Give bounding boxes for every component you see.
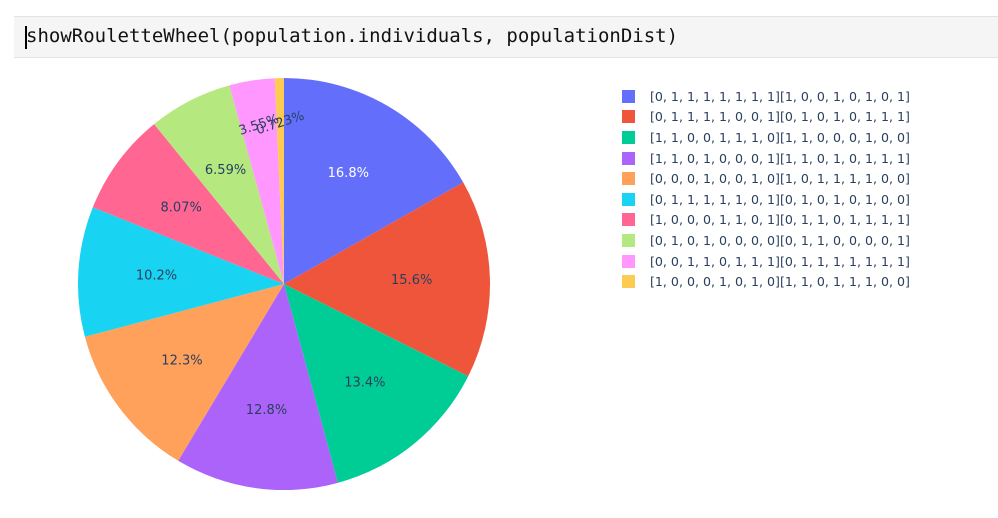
pie-slice-6[interactable] [78,207,285,337]
pie-slice-2[interactable] [284,182,490,377]
chart-legend: [0, 1, 1, 1, 1, 1, 1, 1][1, 0, 0, 1, 0, … [622,86,910,292]
legend-item-3[interactable]: [1, 1, 0, 0, 1, 1, 1, 0][1, 1, 0, 0, 0, … [622,127,910,148]
legend-swatch [622,172,635,186]
legend-item-10[interactable]: [1, 0, 0, 0, 1, 0, 1, 0][1, 1, 0, 1, 1, … [622,271,910,292]
pie-label-8: 6.59% [205,163,246,178]
text-cursor [25,26,27,49]
legend-label: [1, 0, 0, 0, 1, 0, 1, 0][1, 1, 0, 1, 1, … [650,274,910,290]
legend-item-7[interactable]: [1, 0, 0, 0, 1, 1, 0, 1][0, 1, 1, 0, 1, … [622,210,910,231]
legend-label: [1, 1, 0, 0, 1, 1, 1, 0][1, 1, 0, 0, 0, … [650,129,910,145]
legend-label: [0, 1, 0, 1, 0, 0, 0, 0][0, 1, 1, 0, 0, … [650,232,910,248]
pie-label-2: 15.6% [391,273,432,288]
legend-label: [0, 1, 1, 1, 1, 1, 1, 1][1, 0, 0, 1, 0, … [650,88,910,104]
legend-label: [1, 1, 0, 1, 0, 0, 0, 1][1, 1, 0, 1, 0, … [650,150,910,166]
legend-swatch [622,110,635,124]
legend-label: [0, 0, 1, 1, 0, 1, 1, 1][0, 1, 1, 1, 1, … [650,253,910,269]
pie-slice-4[interactable] [178,284,338,490]
code-cell[interactable]: showRouletteWheel(population.individuals… [14,16,998,58]
legend-swatch [622,130,635,144]
pie-label-1: 16.8% [328,166,369,181]
pie-label-3: 13.4% [344,375,385,390]
legend-item-8[interactable]: [0, 1, 0, 1, 0, 0, 0, 0][0, 1, 1, 0, 0, … [622,230,910,251]
pie-slice-1[interactable] [284,78,464,284]
code-line[interactable]: showRouletteWheel(population.individuals… [26,25,679,47]
legend-swatch [622,89,635,103]
pie-label-7: 8.07% [161,201,202,216]
pie-label-4: 12.8% [246,403,287,418]
legend-label: [0, 1, 1, 1, 1, 0, 0, 1][0, 1, 0, 1, 0, … [650,109,910,125]
legend-label: [1, 0, 0, 0, 1, 1, 0, 1][0, 1, 1, 0, 1, … [650,212,910,228]
legend-item-2[interactable]: [0, 1, 1, 1, 1, 0, 0, 1][0, 1, 0, 1, 0, … [622,107,910,128]
legend-item-6[interactable]: [0, 1, 1, 1, 1, 1, 0, 1][0, 1, 0, 1, 0, … [622,189,910,210]
pie-slice-8[interactable] [154,85,284,284]
legend-item-4[interactable]: [1, 1, 0, 1, 0, 0, 0, 1][1, 1, 0, 1, 0, … [622,148,910,169]
legend-item-5[interactable]: [0, 0, 0, 1, 0, 0, 1, 0][1, 0, 1, 1, 1, … [622,168,910,189]
pie-slice-9[interactable] [229,78,284,285]
legend-swatch [622,213,635,227]
legend-label: [0, 1, 1, 1, 1, 1, 0, 1][0, 1, 0, 1, 0, … [650,191,910,207]
pie-chart: 16.8% 15.6% 13.4% 12.8% 12.3% 10.2% 8.07% 6.59%… [78,78,490,490]
legend-item-9[interactable]: [0, 0, 1, 1, 0, 1, 1, 1][0, 1, 1, 1, 1, … [622,251,910,272]
pie-label-6: 10.2% [136,269,177,284]
legend-swatch [622,151,635,165]
legend-swatch [622,233,635,247]
pie-slice-7[interactable] [92,124,284,284]
pie-slice-5[interactable] [84,284,285,461]
legend-swatch [622,192,635,206]
pie-label-5: 12.3% [161,353,202,368]
legend-item-1[interactable]: [0, 1, 1, 1, 1, 1, 1, 1][1, 0, 0, 1, 0, … [622,86,910,107]
legend-swatch [622,254,635,268]
pie-slice-10[interactable] [274,78,284,284]
legend-swatch [622,275,635,289]
legend-label: [0, 0, 0, 1, 0, 0, 1, 0][1, 0, 1, 1, 1, … [650,171,910,187]
pie-slice-3[interactable] [284,284,469,483]
